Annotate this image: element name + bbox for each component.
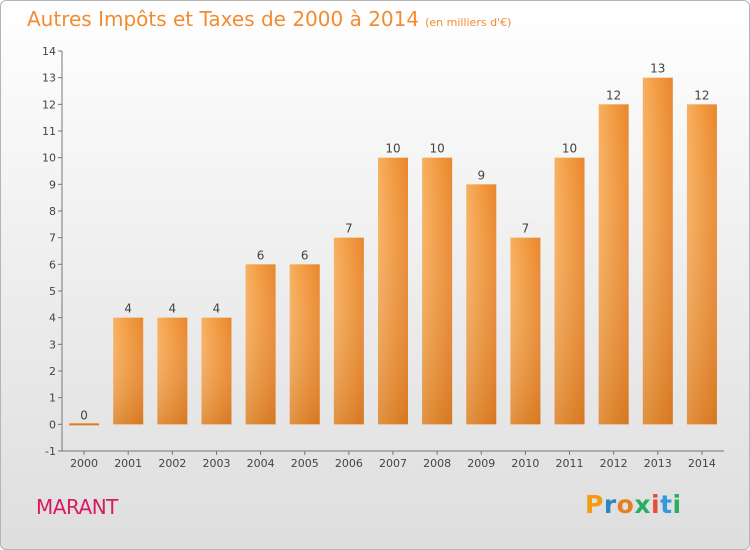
bar-value-label: 6 [301,248,309,262]
bar-shade [598,104,629,425]
bar-shade [422,157,453,425]
logo-letter: P [585,490,604,519]
y-tick-label: 9 [49,178,56,191]
bar-shade [642,77,673,425]
bar-shade [466,184,497,425]
x-tick-label: 2011 [556,457,584,470]
x-tick-label: 2012 [600,457,628,470]
y-tick-label: 4 [49,312,56,325]
x-tick-label: 2001 [114,457,142,470]
bar-value-label: 12 [606,88,621,102]
y-tick-label: 6 [49,258,56,271]
y-tick-label: 5 [49,285,56,298]
bar [69,423,100,426]
x-tick-label: 2014 [688,457,716,470]
bar-shade [378,157,408,425]
bar-value-label: 10 [429,142,444,156]
x-tick-label: 2000 [70,457,98,470]
x-tick-label: 2002 [158,457,186,470]
bar-value-label: 12 [694,88,709,102]
bar-shade [510,237,541,425]
bar-value-label: 9 [477,168,485,182]
y-tick-label: -1 [45,445,56,458]
logo-letter: t [660,490,673,519]
y-tick-label: 7 [49,232,56,245]
bar-value-label: 10 [385,142,400,156]
bar-value-label: 6 [257,248,265,262]
x-tick-label: 2004 [247,457,275,470]
bar-value-label: 4 [169,302,177,316]
bar-shade [201,317,232,425]
value-labels: 0 4 4 4 6 6 7 10 10 9 7 10 12 13 12 [80,62,709,423]
x-tick-label: 2006 [335,457,363,470]
bar-value-label: 4 [124,302,132,316]
logo-letter: o [616,490,635,519]
bar-shade [245,264,276,425]
x-tick-label: 2009 [467,457,495,470]
y-tick-label: 0 [49,418,56,431]
x-tick-label: 2007 [379,457,407,470]
y-tick-label: 12 [42,98,56,111]
bar-shade [157,317,188,425]
y-tick-label: 8 [49,205,56,218]
bar-shade [113,317,144,425]
x-tick-label: 2010 [511,457,539,470]
y-tick-label: 1 [49,392,56,405]
bar-value-label: 10 [562,142,577,156]
bar-shade [289,264,320,425]
bar-value-label: 7 [522,222,530,236]
proxiti-logo[interactable]: Proxiti [585,490,682,519]
x-tick-label: 2013 [644,457,672,470]
commune-name: MARANT [36,495,118,519]
y-tick-label: 13 [42,72,56,85]
logo-letter: i [672,490,682,519]
chart-title: Autres Impôts et Taxes de 2000 à 2014 (en… [27,7,511,31]
bar-shade [333,237,364,425]
y-tick-label: 2 [49,365,56,378]
chart-title-main: Autres Impôts et Taxes de 2000 à 2014 [27,7,420,31]
bar-value-label: 7 [345,222,353,236]
x-tick-label: 2008 [423,457,451,470]
logo-letter: x [634,490,651,519]
logo-letter: i [651,490,661,519]
bar-shade [554,157,585,425]
y-tick-label: 3 [49,338,56,351]
y-tick-label: 14 [42,45,56,58]
x-tick-label: 2005 [291,457,319,470]
bar-value-label: 4 [213,302,221,316]
y-tick-label: 10 [42,152,56,165]
logo-letter: r [603,490,617,519]
chart-title-unit: (en milliers d'€) [425,16,512,29]
bar-value-label: 13 [650,62,665,76]
bar-value-label: 0 [80,408,88,422]
bars [69,77,717,426]
y-tick-label: 11 [42,125,56,138]
bar-shade [686,104,717,425]
x-tick-label: 2003 [202,457,230,470]
